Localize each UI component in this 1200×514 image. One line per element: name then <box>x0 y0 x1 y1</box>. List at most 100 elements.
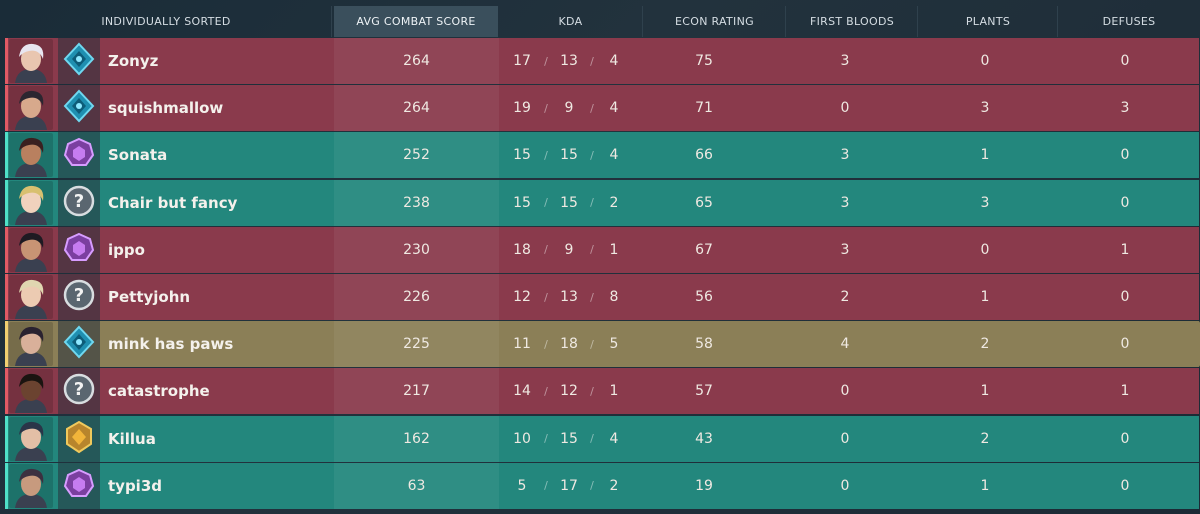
rank-icon-cell: ? <box>58 274 100 320</box>
assists-value: 4 <box>609 100 619 117</box>
econ-value: 43 <box>695 430 713 447</box>
player-name[interactable]: Killua <box>108 429 156 448</box>
kills-value: 12 <box>513 289 531 305</box>
econ-value: 58 <box>695 336 713 353</box>
defuses-value: 0 <box>1120 147 1130 164</box>
player-name[interactable]: typi3d <box>108 476 163 495</box>
first-bloods-value: 0 <box>840 477 850 494</box>
kda-separator: / <box>544 196 548 210</box>
scoreboard-header: INDIVIDUALLY SORTED AVG COMBAT SCORE KDA… <box>0 0 1200 37</box>
rank-icon-cell <box>58 415 100 462</box>
econ-value: 71 <box>695 100 713 117</box>
team-color-bar <box>5 321 8 368</box>
acs-column-band <box>334 85 499 132</box>
acs-column-band <box>334 368 499 415</box>
player-name[interactable]: Sonata <box>108 146 168 165</box>
team-color-bar <box>5 274 8 320</box>
svg-text:?: ? <box>74 379 84 400</box>
deaths-value: 15 <box>560 194 578 211</box>
player-name[interactable]: Pettyjohn <box>108 288 191 306</box>
deaths-value: 13 <box>560 289 578 305</box>
player-row[interactable]: ? catastrophe 217 14 / 12 / 1 57 0 1 1 <box>5 368 1199 415</box>
rank-icon-cell: ? <box>58 368 100 415</box>
team-color-bar <box>5 462 8 509</box>
acs-value: 264 <box>403 53 430 69</box>
kda-separator: / <box>590 243 594 257</box>
kda-separator: / <box>590 384 594 398</box>
player-row[interactable]: Zonyz 264 17 / 13 / 4 75 3 0 0 <box>5 38 1199 84</box>
first-bloods-value: 0 <box>840 100 850 117</box>
deaths-value: 18 <box>560 336 578 353</box>
player-row[interactable]: typi3d 63 5 / 17 / 2 19 0 1 0 <box>5 462 1199 509</box>
header-econ[interactable]: ECON RATING <box>643 6 786 37</box>
first-bloods-value: 3 <box>840 241 850 258</box>
rank-icon-cell <box>58 321 100 368</box>
agent-portrait <box>9 133 53 178</box>
first-bloods-value: 3 <box>840 147 850 164</box>
defuses-value: 0 <box>1120 477 1130 494</box>
player-row[interactable]: ? Chair but fancy 238 15 / 15 / 2 65 3 3 0 <box>5 179 1199 226</box>
player-name[interactable]: ippo <box>108 240 145 259</box>
rank-icon-cell <box>58 85 100 132</box>
plants-value: 2 <box>980 430 990 447</box>
header-acs[interactable]: AVG COMBAT SCORE <box>334 6 498 37</box>
player-name[interactable]: Chair but fancy <box>108 193 238 212</box>
acs-column-band <box>334 179 499 226</box>
rank-immortal-icon <box>62 467 96 505</box>
plants-value: 0 <box>980 53 990 69</box>
header-player[interactable]: INDIVIDUALLY SORTED <box>0 6 332 37</box>
player-row[interactable]: mink has paws 225 11 / 18 / 5 58 4 2 0 <box>5 321 1200 368</box>
agent-portrait <box>9 180 53 225</box>
kills-value: 17 <box>513 53 531 69</box>
rank-icon-cell: ? <box>58 179 100 226</box>
kda-separator: / <box>544 148 548 162</box>
header-first-bloods[interactable]: FIRST BLOODS <box>786 6 918 37</box>
team-color-bar <box>5 179 8 226</box>
rank-diamond-icon <box>62 89 96 127</box>
kda-separator: / <box>544 337 548 351</box>
assists-value: 4 <box>609 430 619 447</box>
header-plants[interactable]: PLANTS <box>918 6 1058 37</box>
kda-separator: / <box>590 337 594 351</box>
deaths-value: 12 <box>560 383 578 400</box>
econ-value: 19 <box>695 477 713 494</box>
assists-value: 1 <box>609 383 619 400</box>
kda-separator: / <box>544 432 548 446</box>
player-row[interactable]: Killua 162 10 / 15 / 4 43 0 2 0 <box>5 415 1199 462</box>
deaths-value: 15 <box>560 147 578 164</box>
assists-value: 2 <box>609 477 619 494</box>
plants-value: 3 <box>980 194 990 211</box>
rank-icon-cell <box>58 226 100 273</box>
header-kda[interactable]: KDA <box>498 6 643 37</box>
svg-text:?: ? <box>74 285 84 306</box>
acs-column-band <box>334 415 499 462</box>
player-row[interactable]: ippo 230 18 / 9 / 1 67 3 0 1 <box>5 226 1199 273</box>
player-row[interactable]: squishmallow 264 19 / 9 / 4 71 0 3 3 <box>5 85 1199 132</box>
kda-separator: / <box>544 479 548 493</box>
player-row[interactable]: Sonata 252 15 / 15 / 4 66 3 1 0 <box>5 132 1199 179</box>
team-color-bar <box>5 368 8 415</box>
rank-unranked-icon: ? <box>62 278 96 316</box>
kda-separator: / <box>544 384 548 398</box>
kills-value: 14 <box>513 383 531 400</box>
acs-value: 230 <box>403 241 430 258</box>
team-color-bar <box>5 132 8 179</box>
header-defuses[interactable]: DEFUSES <box>1102 15 1156 28</box>
player-name[interactable]: catastrophe <box>108 382 210 401</box>
kills-value: 19 <box>513 100 531 117</box>
assists-value: 2 <box>609 194 619 211</box>
acs-value: 162 <box>403 430 430 447</box>
plants-value: 1 <box>980 477 990 494</box>
kills-value: 10 <box>513 430 531 447</box>
player-name[interactable]: mink has paws <box>108 335 234 354</box>
econ-value: 66 <box>695 147 713 164</box>
player-name[interactable]: Zonyz <box>108 52 159 70</box>
acs-value: 63 <box>407 477 426 494</box>
econ-value: 57 <box>695 383 713 400</box>
player-row[interactable]: ? Pettyjohn 226 12 / 13 / 8 56 2 1 0 <box>5 274 1199 320</box>
kda-separator: / <box>590 101 594 115</box>
player-name[interactable]: squishmallow <box>108 99 224 118</box>
svg-text:?: ? <box>74 191 84 212</box>
defuses-value: 1 <box>1120 241 1130 258</box>
